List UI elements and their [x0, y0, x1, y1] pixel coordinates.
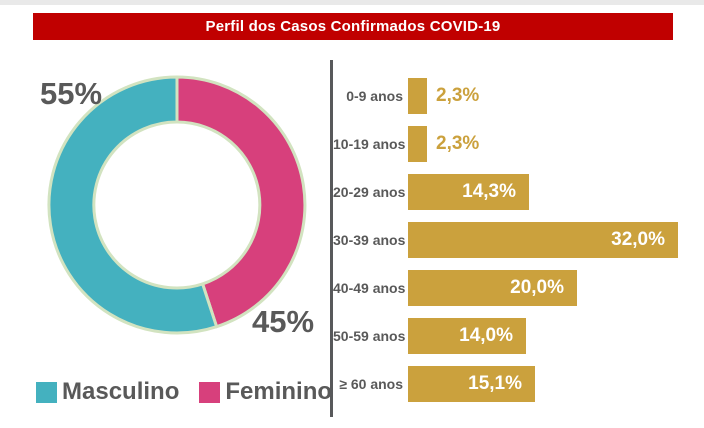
age-bar: [408, 126, 427, 162]
age-category-label: 50-59 anos: [333, 328, 406, 344]
age-category-label: ≥ 60 anos: [339, 376, 403, 392]
age-bar-value: 15,1%: [468, 373, 522, 394]
donut-slice-masculino: [47, 75, 219, 335]
age-category-label: 30-39 anos: [333, 232, 406, 248]
top-strip: [0, 0, 704, 5]
age-bar: [408, 222, 678, 258]
donut-label-masculino: 55%: [40, 76, 103, 111]
legend-swatch-masculino: [36, 381, 57, 403]
age-bar-value: 32,0%: [611, 229, 665, 250]
donut-slice-feminino: [175, 75, 307, 329]
donut-legend: Masculino Feminino: [36, 378, 332, 406]
donut-label-feminino: 45%: [252, 304, 315, 339]
page-title: Perfil dos Casos Confirmados COVID-19: [205, 18, 501, 35]
legend-label: Masculino: [62, 378, 180, 405]
age-bar-value: 14,3%: [462, 181, 516, 202]
age-bar: [408, 270, 577, 306]
age-bar-value: 20,0%: [510, 277, 564, 298]
legend-item-feminino: Feminino: [199, 378, 332, 406]
age-category-label: 10-19 anos: [333, 136, 406, 152]
section-divider-line: [330, 60, 333, 417]
age-bar: [408, 78, 427, 114]
age-bar-value: 2,3%: [436, 133, 480, 154]
legend-label: Feminino: [225, 378, 333, 405]
legend-swatch-feminino: [199, 381, 221, 403]
age-category-label: 0-9 anos: [346, 88, 403, 104]
age-category-label: 20-29 anos: [333, 184, 406, 200]
age-bar-value: 2,3%: [436, 85, 480, 106]
age-bar: [408, 366, 535, 402]
age-bar: [408, 318, 526, 354]
age-bar: [408, 174, 529, 210]
title-banner: Perfil dos Casos Confirmados COVID-19: [33, 13, 673, 40]
age-bar-value: 14,0%: [459, 325, 513, 346]
legend-item-masculino: Masculino: [36, 378, 179, 406]
age-category-label: 40-49 anos: [333, 280, 406, 296]
gender-donut-chart: [47, 75, 307, 335]
